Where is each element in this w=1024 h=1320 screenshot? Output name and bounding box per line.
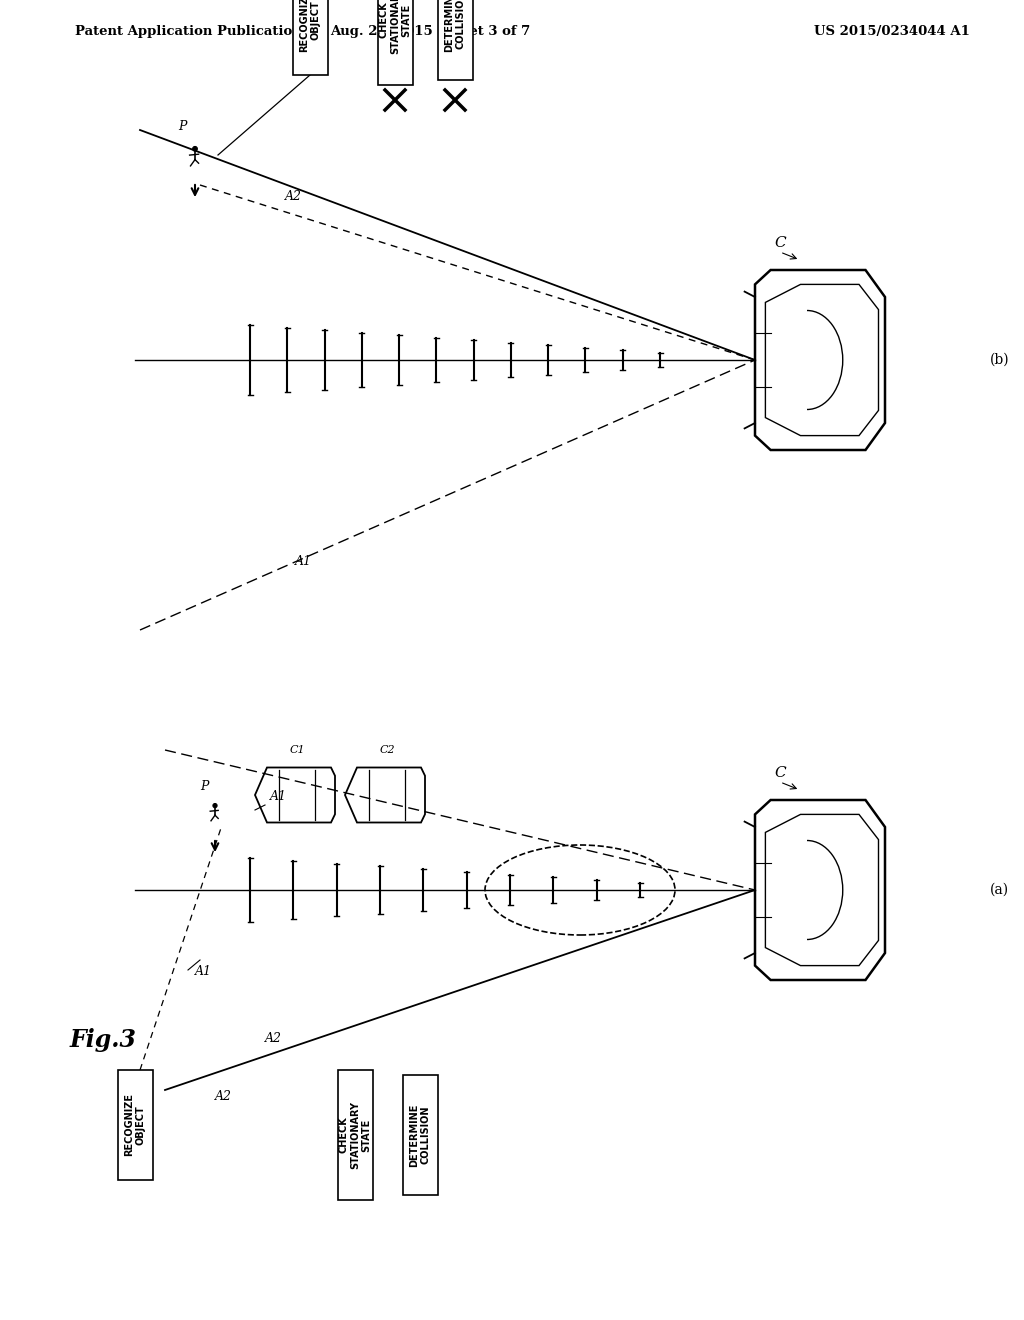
Text: A1: A1: [270, 789, 287, 803]
Bar: [402, 1074, 437, 1195]
Text: P: P: [200, 780, 208, 793]
Text: (b): (b): [990, 352, 1010, 367]
Text: Aug. 20, 2015  Sheet 3 of 7: Aug. 20, 2015 Sheet 3 of 7: [330, 25, 530, 38]
Text: A2: A2: [285, 190, 302, 203]
Text: Patent Application Publication: Patent Application Publication: [75, 25, 302, 38]
Text: C1: C1: [290, 744, 305, 755]
Text: CHECK
STATIONARY
STATE: CHECK STATIONARY STATE: [379, 0, 412, 54]
Text: C: C: [774, 236, 785, 249]
Text: CHECK
STATIONARY
STATE: CHECK STATIONARY STATE: [338, 1101, 372, 1170]
Text: RECOGNIZE
OBJECT: RECOGNIZE OBJECT: [124, 1093, 145, 1156]
Text: C: C: [774, 766, 785, 780]
Text: DETERMINE
COLLISION: DETERMINE COLLISION: [444, 0, 466, 51]
Circle shape: [213, 804, 217, 808]
Text: A2: A2: [265, 1032, 282, 1045]
Bar: [118, 1071, 153, 1180]
Text: (a): (a): [990, 883, 1009, 898]
Text: RECOGNIZE
OBJECT: RECOGNIZE OBJECT: [299, 0, 321, 51]
Text: C2: C2: [380, 744, 395, 755]
Bar: [437, 0, 472, 81]
Bar: [378, 0, 413, 84]
Text: A1: A1: [295, 554, 312, 568]
Text: P: P: [178, 120, 186, 133]
Text: A1: A1: [195, 965, 212, 978]
Text: A2: A2: [215, 1090, 232, 1104]
Text: Fig.3: Fig.3: [70, 1028, 137, 1052]
Bar: [293, 0, 328, 75]
Bar: [338, 1071, 373, 1200]
Text: US 2015/0234044 A1: US 2015/0234044 A1: [814, 25, 970, 38]
Text: DETERMINE
COLLISION: DETERMINE COLLISION: [410, 1104, 431, 1167]
Circle shape: [193, 147, 198, 150]
